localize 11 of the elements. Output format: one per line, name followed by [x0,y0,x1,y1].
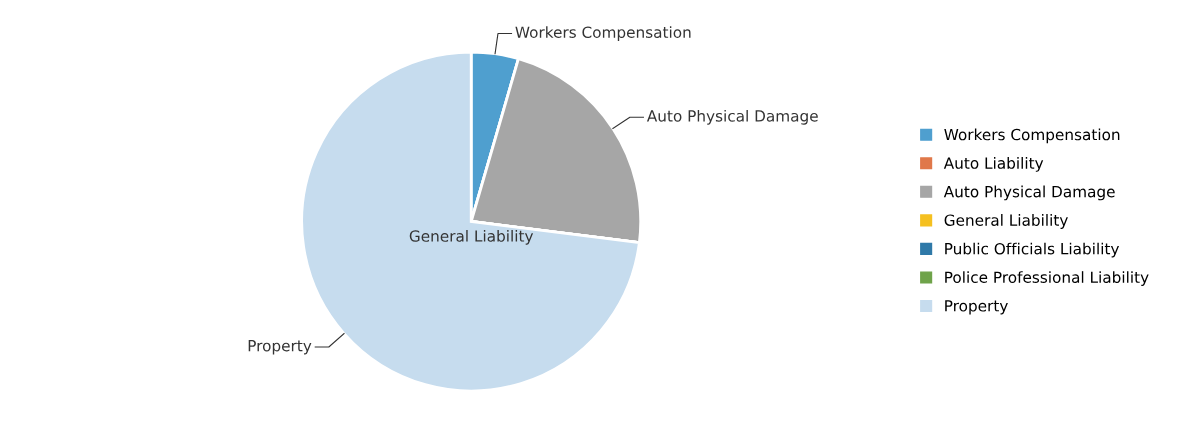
legend-label: Property [945,300,1008,315]
legend-label: Workers Compensation [944,128,1120,144]
legend-label: General Liability [944,214,1068,229]
legend-label: Public Officials Liability [945,242,1120,258]
slice-label: Auto Physical Damage [646,109,818,125]
slice-label: Property [248,340,312,355]
category-label: General Liability [409,229,534,245]
legend-label: Auto Physical Damage [943,185,1115,201]
legend-label: Auto Liability [943,157,1044,172]
legend-label: Police Professional Liability [945,271,1149,286]
slice-label: Workers Compensation [515,26,691,41]
